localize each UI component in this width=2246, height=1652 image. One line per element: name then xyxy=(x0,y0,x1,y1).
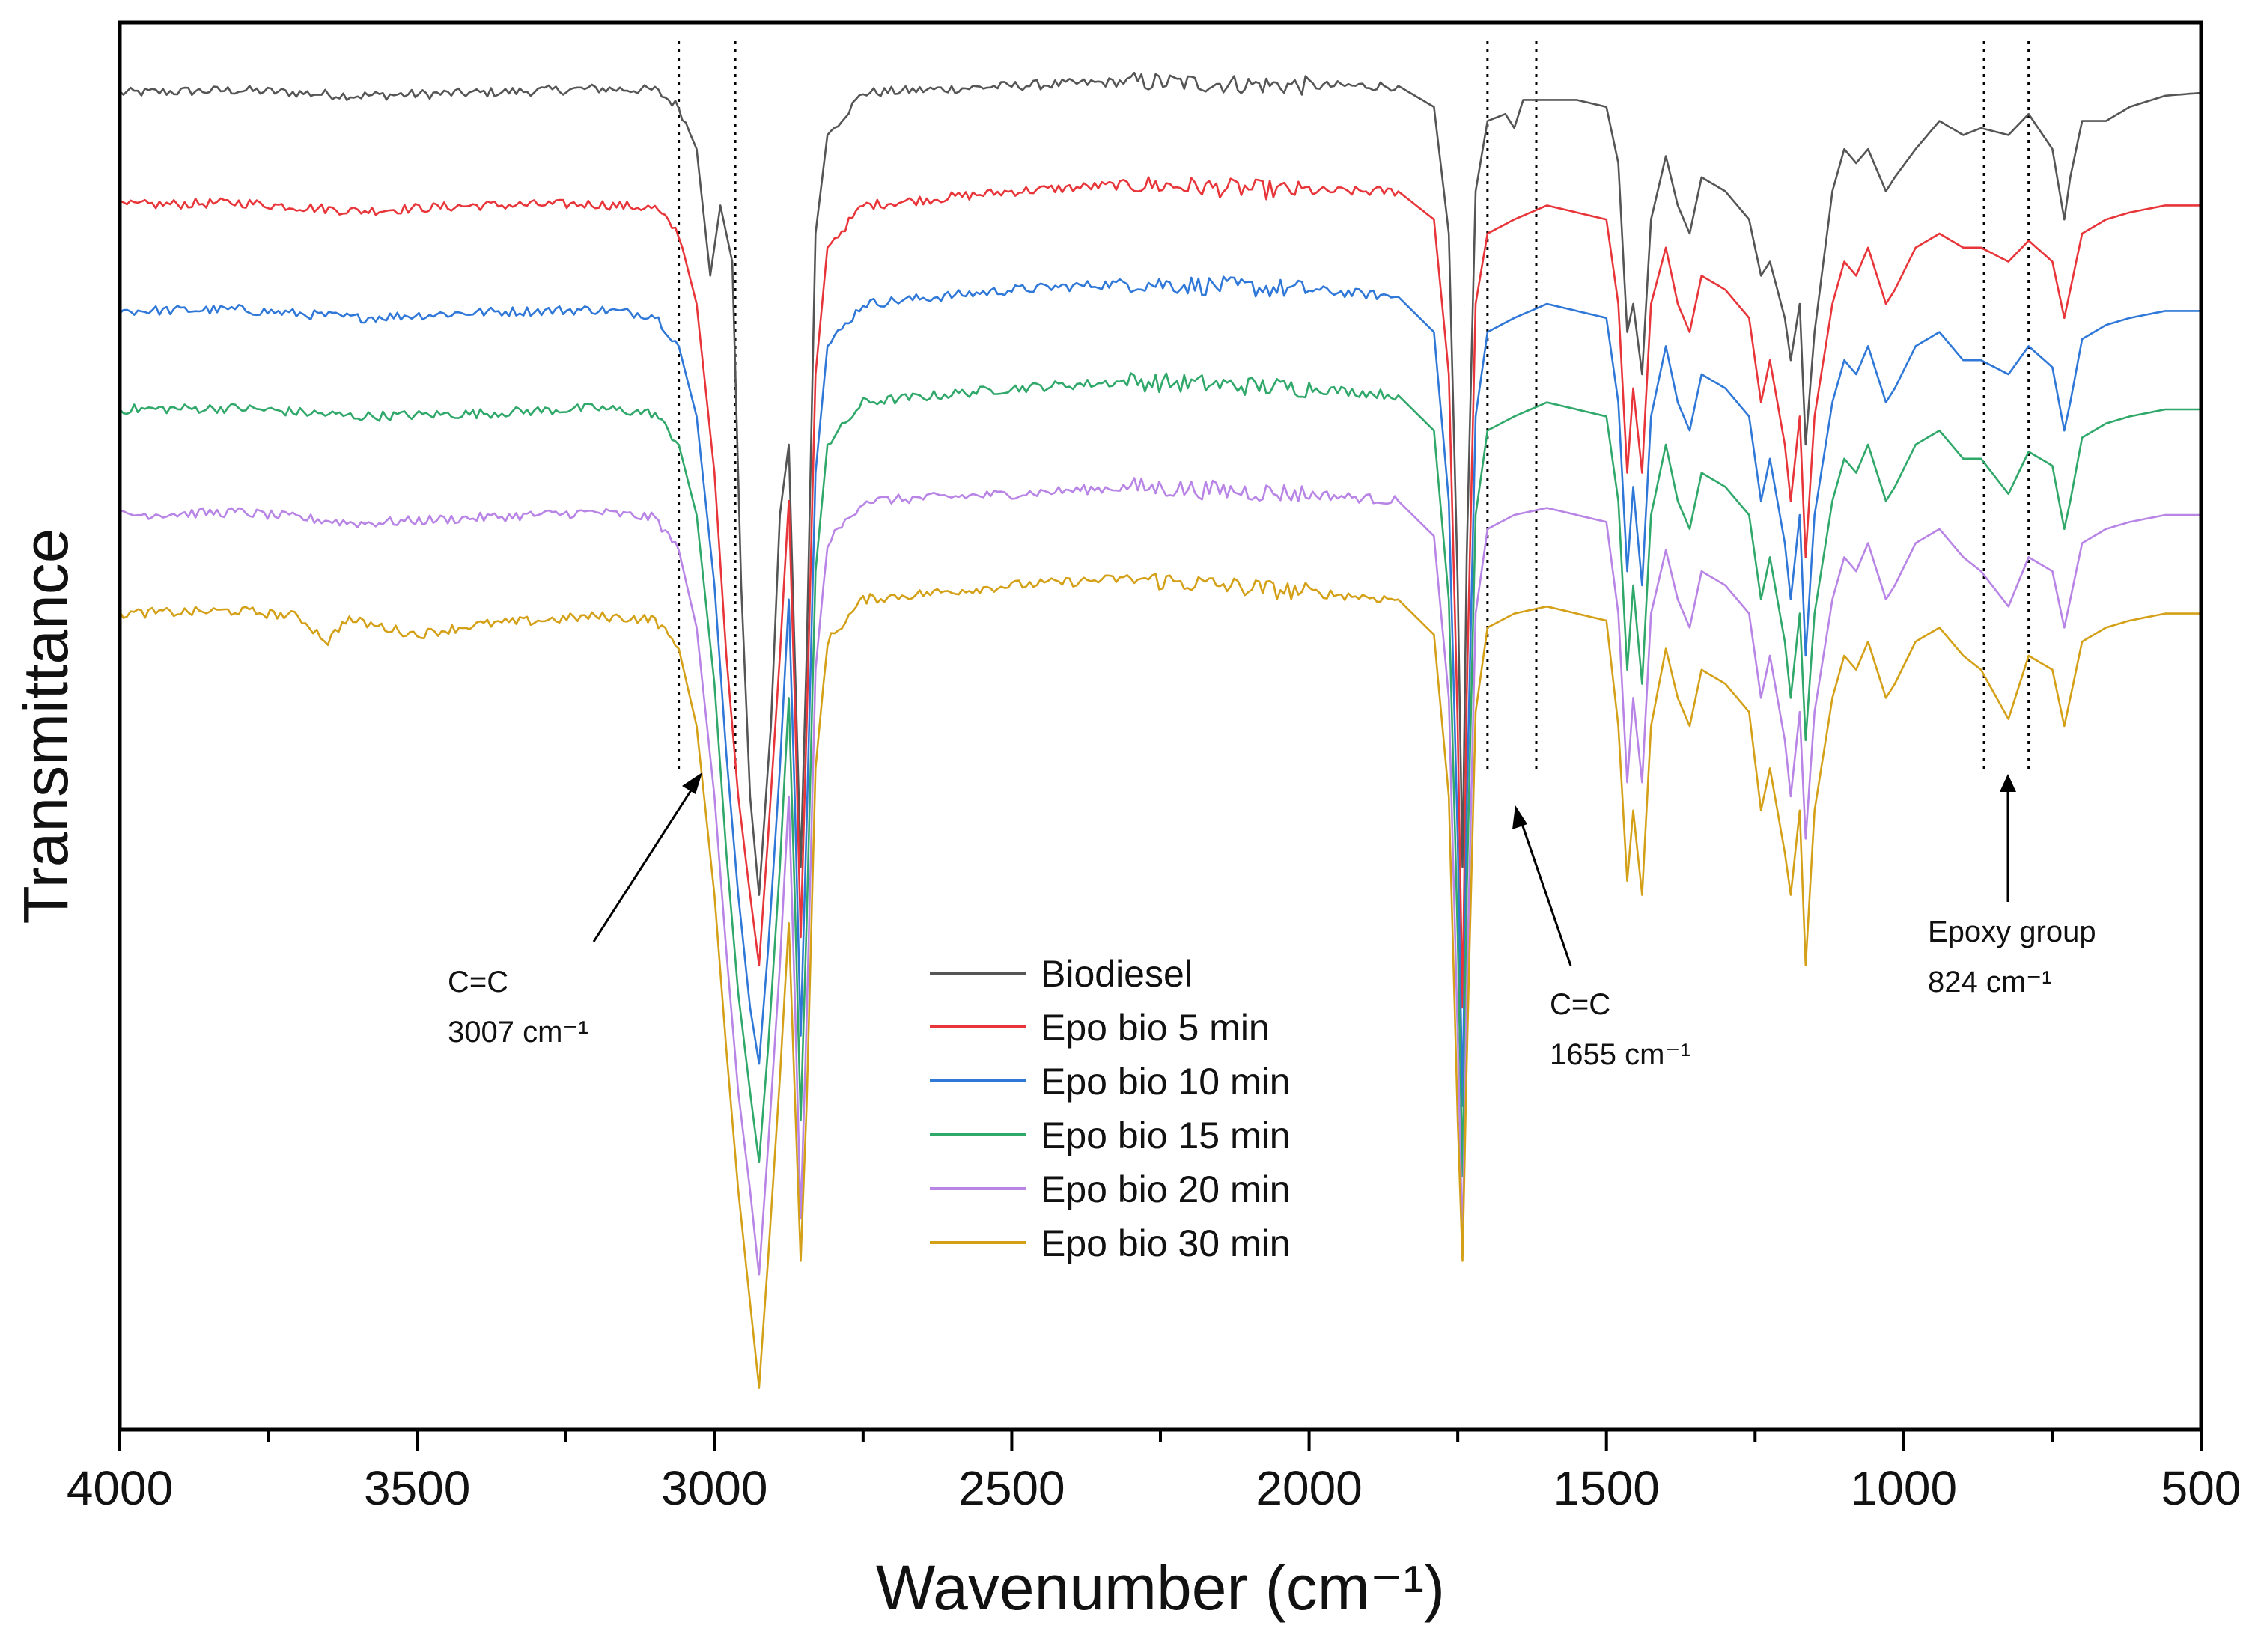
x-tick-label: 3500 xyxy=(364,1461,470,1515)
x-tick-label: 4000 xyxy=(67,1461,173,1515)
annotation-cc-3007: C=C 3007 cm⁻¹ xyxy=(448,772,702,1049)
legend-label: Epo bio 5 min xyxy=(1041,1007,1270,1049)
annotation-label-line2: 3007 cm⁻¹ xyxy=(448,1016,588,1049)
x-axis-tick-labels: 4000 3500 3000 2500 2000 1500 1000 500 xyxy=(67,1461,2242,1515)
annotation-label-line1: Epoxy group xyxy=(1928,915,2096,948)
y-axis-title: Transmittance xyxy=(10,528,81,924)
x-tick-label: 2000 xyxy=(1256,1461,1362,1515)
legend-item-epo-bio-5: Epo bio 5 min xyxy=(930,1007,1270,1049)
series-line-4 xyxy=(119,477,2201,1276)
legend-item-epo-bio-30: Epo bio 30 min xyxy=(930,1222,1291,1264)
annotation-arrowhead xyxy=(682,772,702,794)
series-line-1 xyxy=(119,176,2201,1009)
annotation-epoxy-824: Epoxy group 824 cm⁻¹ xyxy=(1928,774,2096,999)
legend-label: Biodiesel xyxy=(1041,953,1193,995)
x-axis-title: Wavenumber (cm⁻¹) xyxy=(876,1552,1445,1623)
annotation-label-line1: C=C xyxy=(448,966,508,999)
legend: Biodiesel Epo bio 5 min Epo bio 10 min E… xyxy=(930,953,1291,1264)
series-line-5 xyxy=(118,573,2201,1389)
series-line-3 xyxy=(119,372,2201,1177)
legend-label: Epo bio 20 min xyxy=(1041,1168,1291,1210)
series-line-2 xyxy=(119,275,2201,1107)
annotation-cc-1655: C=C 1655 cm⁻¹ xyxy=(1512,805,1690,1071)
annotation-arrow xyxy=(592,781,698,942)
annotation-label-line2: 824 cm⁻¹ xyxy=(1928,966,2052,999)
legend-item-epo-bio-15: Epo bio 15 min xyxy=(930,1115,1291,1156)
series-layer xyxy=(118,71,2202,1389)
annotations: C=C 3007 cm⁻¹ C=C 1655 cm⁻¹ Epoxy group … xyxy=(448,772,2096,1071)
legend-label: Epo bio 10 min xyxy=(1041,1061,1291,1103)
annotation-arrow xyxy=(1518,817,1572,966)
x-tick-label: 2500 xyxy=(958,1461,1065,1515)
x-tick-label: 1500 xyxy=(1553,1461,1660,1515)
annotation-label-line1: C=C xyxy=(1550,988,1610,1021)
x-tick-label: 1000 xyxy=(1851,1461,1957,1515)
legend-item-epo-bio-20: Epo bio 20 min xyxy=(930,1168,1291,1210)
annotation-arrowhead xyxy=(2000,774,2016,792)
x-tick-label: 500 xyxy=(2161,1461,2242,1515)
series-line-0 xyxy=(119,71,2202,896)
annotation-arrowhead xyxy=(1512,805,1527,829)
x-tick-label: 3000 xyxy=(661,1461,767,1515)
annotation-label-line2: 1655 cm⁻¹ xyxy=(1550,1038,1690,1071)
plot-frame xyxy=(118,20,2203,1432)
guide-lines xyxy=(678,41,2030,771)
legend-label: Epo bio 30 min xyxy=(1041,1222,1291,1264)
x-axis-ticks xyxy=(118,1430,2203,1451)
legend-item-epo-bio-10: Epo bio 10 min xyxy=(930,1061,1291,1103)
legend-label: Epo bio 15 min xyxy=(1041,1115,1291,1156)
legend-item-biodiesel: Biodiesel xyxy=(930,953,1193,995)
